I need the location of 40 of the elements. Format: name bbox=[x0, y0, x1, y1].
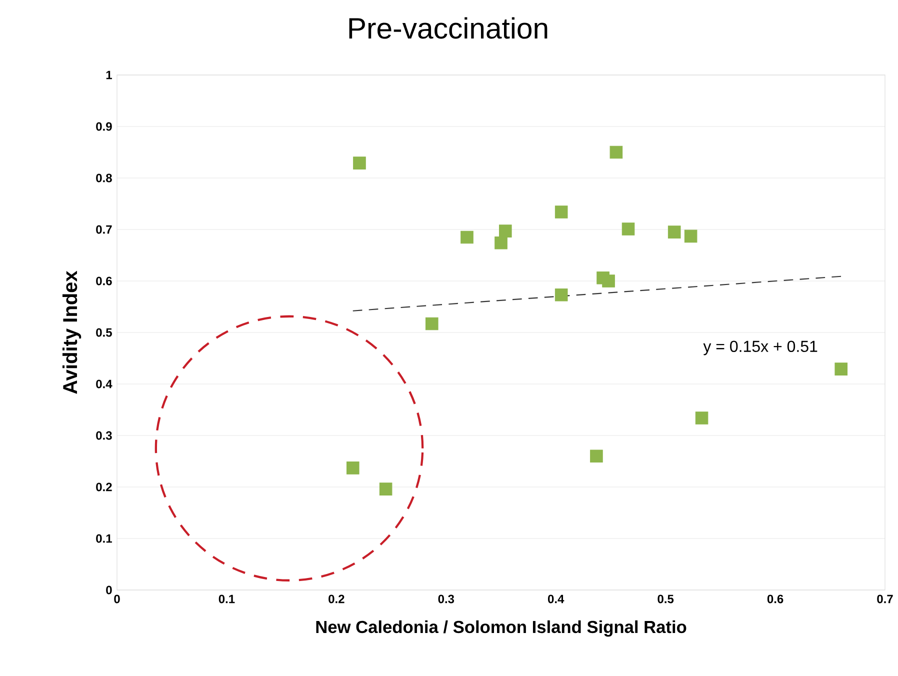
x-tick-label: 0.1 bbox=[218, 594, 235, 604]
y-tick-label: 1 bbox=[106, 70, 112, 80]
point bbox=[684, 230, 698, 243]
y-tick-label: 0.2 bbox=[96, 482, 112, 492]
point bbox=[460, 230, 474, 244]
y-tick-label: 0.5 bbox=[96, 328, 112, 337]
y-tick-label: 0.4 bbox=[96, 380, 112, 388]
y-axis-title: Avidity Index bbox=[62, 270, 82, 394]
point bbox=[695, 412, 708, 424]
point bbox=[834, 362, 848, 376]
chart-title: Pre-vaccination bbox=[349, 17, 548, 39]
point bbox=[494, 236, 508, 250]
point bbox=[622, 222, 635, 236]
y-tick-label: 0.9 bbox=[96, 122, 112, 131]
y-tick-label: 0.6 bbox=[96, 276, 112, 286]
point bbox=[590, 450, 603, 463]
y-tick-label: 0.1 bbox=[96, 534, 112, 543]
point bbox=[379, 482, 392, 496]
x-axis-title: New Caledonia / Solomon Island Signal Ratio bbox=[316, 620, 686, 637]
point bbox=[353, 156, 366, 170]
y-tick-label: 0 bbox=[106, 586, 112, 594]
y-tick-label: 0.7 bbox=[96, 225, 112, 234]
point bbox=[425, 317, 438, 330]
x-tick-label: 0.6 bbox=[767, 594, 784, 604]
y-tick-label: 0.8 bbox=[96, 174, 112, 182]
x-tick-label: 0.3 bbox=[438, 594, 454, 604]
point bbox=[346, 462, 360, 474]
point bbox=[554, 288, 568, 302]
point bbox=[668, 226, 681, 238]
x-tick-label: 0.7 bbox=[877, 594, 893, 604]
point bbox=[610, 146, 623, 159]
x-tick-label: 0.4 bbox=[548, 594, 564, 604]
y-tick-label: 0.3 bbox=[96, 431, 112, 440]
x-tick-label: 0.5 bbox=[658, 594, 674, 604]
point bbox=[554, 206, 568, 218]
point bbox=[498, 224, 512, 238]
point bbox=[602, 274, 615, 288]
annotation: y = 0.15x + 0.51 bbox=[703, 340, 818, 356]
x-tick-label: 0 bbox=[114, 594, 120, 604]
x-tick-label: 0.2 bbox=[328, 594, 344, 604]
